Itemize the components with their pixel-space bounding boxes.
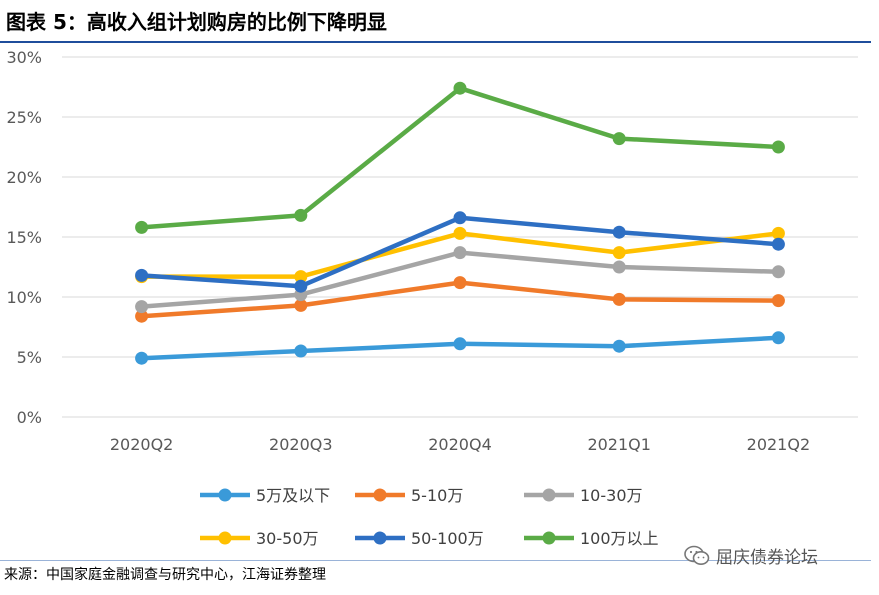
series-lines xyxy=(135,81,785,365)
legend-swatch-marker xyxy=(373,488,387,502)
data-point xyxy=(771,237,785,251)
y-axis-ticks: 0% 5% 10% 15% 20% 25% 30% xyxy=(6,48,42,427)
x-tick-label: 2020Q2 xyxy=(110,435,174,454)
data-point xyxy=(294,344,308,358)
series-2 xyxy=(135,246,785,314)
data-point xyxy=(612,225,626,239)
data-point xyxy=(453,337,467,351)
data-point xyxy=(294,298,308,312)
watermark: 屈庆债券论坛 xyxy=(684,543,818,568)
legend-item: 5万及以下 xyxy=(200,486,330,505)
data-point xyxy=(135,309,149,323)
data-point xyxy=(294,279,308,293)
legend-item: 50-100万 xyxy=(355,529,484,548)
watermark-text: 屈庆债券论坛 xyxy=(716,548,818,568)
data-point xyxy=(612,292,626,306)
legend-label: 10-30万 xyxy=(580,486,643,505)
series-5 xyxy=(135,81,785,234)
x-tick-label: 2021Q2 xyxy=(747,435,811,454)
series-4 xyxy=(135,211,785,293)
y-tick-label: 30% xyxy=(6,48,42,67)
y-tick-label: 15% xyxy=(6,228,42,247)
data-point xyxy=(612,246,626,260)
x-axis-ticks: 2020Q2 2020Q3 2020Q4 2021Q1 2021Q2 xyxy=(110,435,810,454)
legend-label: 30-50万 xyxy=(256,529,319,548)
x-tick-label: 2021Q1 xyxy=(587,435,651,454)
x-tick-label: 2020Q3 xyxy=(269,435,333,454)
legend: 5万及以下 5-10万 10-30万 30-50万 50-100万 100万以上 xyxy=(200,486,659,548)
legend-item: 100万以上 xyxy=(524,529,659,548)
legend-swatch-marker xyxy=(218,488,232,502)
y-tick-label: 10% xyxy=(6,288,42,307)
data-point xyxy=(612,260,626,274)
legend-label: 50-100万 xyxy=(411,529,484,548)
x-tick-label: 2020Q4 xyxy=(428,435,492,454)
legend-swatch-marker xyxy=(218,531,232,545)
legend-label: 5万及以下 xyxy=(256,486,330,505)
legend-item: 30-50万 xyxy=(200,529,319,548)
data-point xyxy=(771,294,785,308)
legend-swatch-marker xyxy=(542,488,556,502)
data-point xyxy=(771,140,785,154)
chart-title: 图表 5：高收入组计划购房的比例下降明显 xyxy=(6,10,387,34)
legend-label: 100万以上 xyxy=(580,529,659,548)
data-point xyxy=(135,351,149,365)
wechat-icon xyxy=(684,545,710,565)
legend-swatch-marker xyxy=(542,531,556,545)
legend-label: 5-10万 xyxy=(411,486,463,505)
data-point xyxy=(771,226,785,240)
data-point xyxy=(135,300,149,314)
data-point xyxy=(612,339,626,353)
y-tick-label: 20% xyxy=(6,168,42,187)
legend-item: 5-10万 xyxy=(355,486,463,505)
y-tick-label: 5% xyxy=(17,348,42,367)
y-tick-label: 0% xyxy=(17,408,42,427)
data-point xyxy=(771,331,785,345)
data-point xyxy=(453,276,467,290)
legend-swatch-marker xyxy=(373,531,387,545)
title-divider xyxy=(0,41,871,43)
series-line xyxy=(141,85,779,230)
data-point xyxy=(453,211,467,225)
series-0 xyxy=(135,331,785,365)
footer-divider xyxy=(0,560,871,561)
legend-item: 10-30万 xyxy=(524,486,643,505)
data-point xyxy=(453,226,467,240)
data-point xyxy=(294,208,308,222)
series-1 xyxy=(135,276,785,323)
data-point xyxy=(453,81,467,95)
data-point xyxy=(771,265,785,279)
data-point xyxy=(612,132,626,146)
y-tick-label: 25% xyxy=(6,108,42,127)
data-point xyxy=(135,220,149,234)
data-point xyxy=(135,268,149,282)
source-note: 来源：中国家庭金融调查与研究中心，江海证券整理 xyxy=(4,567,326,583)
data-point xyxy=(294,270,308,284)
data-point xyxy=(453,246,467,260)
